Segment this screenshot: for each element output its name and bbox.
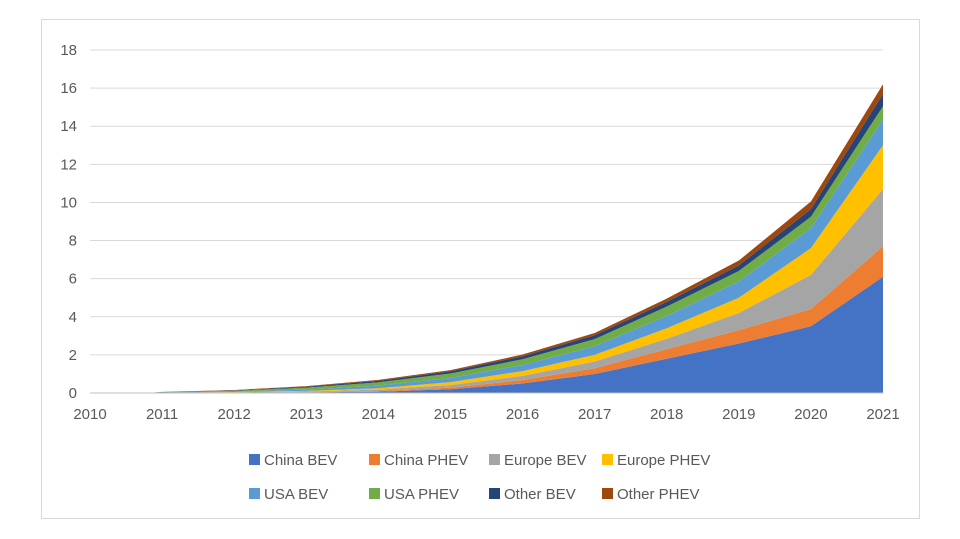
x-axis-ticks: 2010 2011 2012 2013 2014 2015 2016 2017 2018 2019…: [73, 406, 899, 423]
legend-item-europe-bev: Europe BEV: [489, 452, 587, 469]
y-tick-label: 12: [60, 156, 77, 173]
legend-swatch: [369, 488, 380, 499]
x-tick-label: 2014: [362, 406, 395, 423]
y-tick-label: 10: [60, 194, 77, 211]
x-tick-label: 2010: [73, 406, 106, 423]
legend-swatch: [369, 454, 380, 465]
y-tick-label: 4: [69, 309, 77, 326]
series-areas: [147, 84, 884, 394]
legend-swatch: [249, 488, 260, 499]
legend: China BEV China PHEV Europe BEV Europe PHEV…: [249, 452, 710, 503]
x-tick-label: 2015: [434, 406, 467, 423]
y-axis-ticks: 0 2 4 6 8 10 12 14 16 18: [60, 42, 77, 402]
x-tick-label: 2021: [866, 406, 899, 423]
x-tick-label: 2020: [794, 406, 827, 423]
legend-item-china-phev: China PHEV: [369, 452, 468, 469]
y-tick-label: 8: [69, 233, 77, 250]
legend-swatch: [489, 454, 500, 465]
area-china-bev: [147, 276, 884, 393]
legend-item-china-bev: China BEV: [249, 452, 337, 469]
legend-label: China BEV: [264, 452, 337, 469]
legend-label: USA PHEV: [384, 486, 459, 503]
legend-label: Europe PHEV: [617, 452, 710, 469]
x-tick-label: 2012: [217, 406, 250, 423]
legend-swatch: [489, 488, 500, 499]
legend-label: USA BEV: [264, 486, 328, 503]
legend-label: Other PHEV: [617, 486, 700, 503]
legend-item-usa-phev: USA PHEV: [369, 486, 459, 503]
legend-label: Europe BEV: [504, 452, 587, 469]
legend-label: Other BEV: [504, 486, 576, 503]
y-tick-label: 6: [69, 271, 77, 288]
x-tick-label: 2017: [578, 406, 611, 423]
x-tick-label: 2018: [650, 406, 683, 423]
x-tick-label: 2016: [506, 406, 539, 423]
y-tick-label: 16: [60, 80, 77, 97]
legend-swatch: [602, 488, 613, 499]
y-tick-label: 14: [60, 118, 77, 135]
y-tick-label: 18: [60, 42, 77, 59]
legend-swatch: [602, 454, 613, 465]
y-tick-label: 0: [69, 385, 77, 402]
legend-item-usa-bev: USA BEV: [249, 486, 328, 503]
legend-item-other-phev: Other PHEV: [602, 486, 700, 503]
x-tick-label: 2011: [146, 406, 178, 423]
y-tick-label: 2: [69, 347, 77, 364]
legend-label: China PHEV: [384, 452, 468, 469]
legend-item-europe-phev: Europe PHEV: [602, 452, 710, 469]
x-tick-label: 2019: [722, 406, 755, 423]
legend-swatch: [249, 454, 260, 465]
x-tick-label: 2013: [290, 406, 323, 423]
legend-item-other-bev: Other BEV: [489, 486, 576, 503]
